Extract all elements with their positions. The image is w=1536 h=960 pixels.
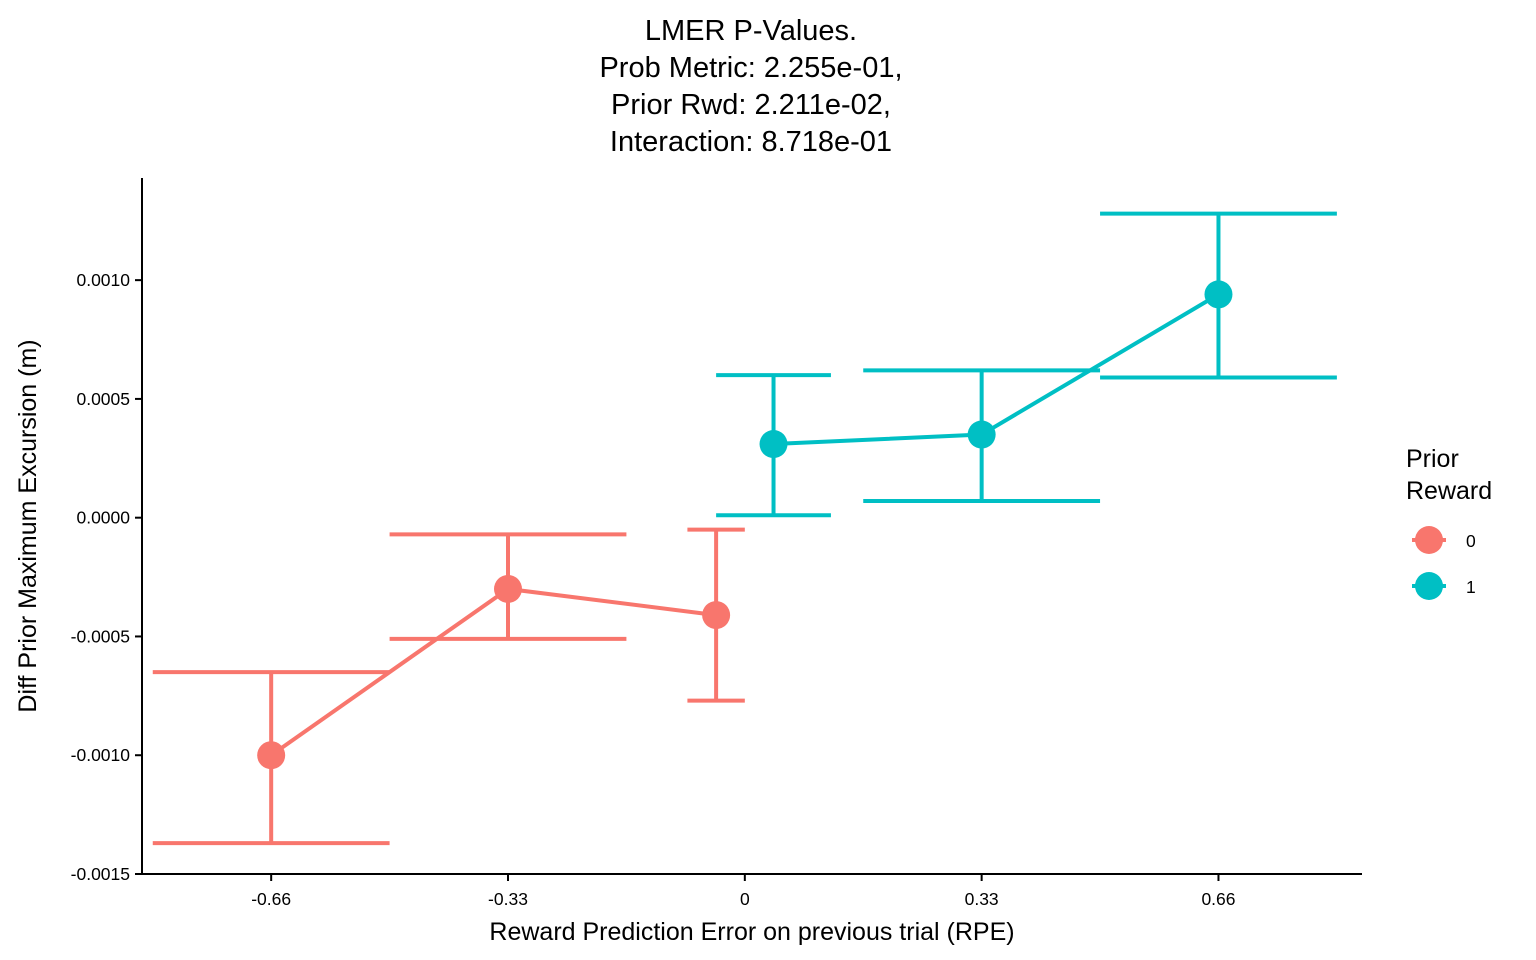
- data-point: [257, 741, 286, 770]
- y-tick-label: 0.0005: [76, 389, 130, 409]
- data-point: [494, 574, 522, 603]
- data-point: [1204, 280, 1233, 309]
- y-tick-label: -0.0015: [71, 864, 130, 884]
- chart-title: LMER P-Values. Prob Metric: 2.255e-01, Pri…: [599, 15, 902, 158]
- x-tick-label: -0.33: [488, 889, 528, 909]
- x-axis-title: Reward Prediction Error on previous tria…: [489, 918, 1014, 946]
- chart-title-line: Prior Rwd: 2.211e-02,: [611, 89, 891, 121]
- plot-area: [152, 211, 1337, 846]
- series-1: [716, 211, 1337, 518]
- y-axis-title: Diff Prior Maximum Excursion (m): [14, 339, 42, 712]
- y-axis-ticks: -0.0015 -0.0010 -0.0005 0.0000 0.0005 0.0010: [71, 270, 142, 884]
- legend-label: 1: [1466, 577, 1476, 597]
- x-tick-label: 0: [740, 889, 750, 909]
- chart-title-line: LMER P-Values.: [645, 15, 857, 47]
- data-point: [759, 430, 788, 459]
- y-tick-label: 0.0010: [76, 270, 130, 290]
- data-point: [967, 420, 996, 449]
- x-tick-label: 0.33: [965, 889, 999, 909]
- legend-key-point: [1415, 572, 1443, 600]
- x-tick-label: 0.66: [1201, 889, 1235, 909]
- legend-title: Reward: [1406, 477, 1492, 505]
- y-tick-label: 0.0000: [76, 508, 130, 528]
- series-0: [152, 527, 745, 846]
- x-axis-ticks: -0.66 -0.33 0 0.33 0.66: [251, 874, 1236, 909]
- legend-item: 0: [1412, 526, 1476, 554]
- chart-title-line: Interaction: 8.718e-01: [610, 126, 892, 158]
- legend-title: Prior: [1406, 445, 1459, 473]
- legend-key-point: [1415, 526, 1443, 554]
- y-tick-label: -0.0010: [71, 745, 131, 765]
- y-tick-label: -0.0005: [71, 626, 130, 646]
- data-point: [702, 601, 731, 630]
- x-tick-label: -0.66: [251, 889, 291, 909]
- legend: Prior Reward 0 1: [1406, 445, 1492, 600]
- legend-item: 1: [1412, 572, 1476, 600]
- axes: -0.0015-0.0010-0.00050.00000.00050.0010 …: [71, 178, 1362, 909]
- chart-title-line: Prob Metric: 2.255e-01,: [599, 52, 902, 84]
- legend-label: 0: [1466, 531, 1476, 551]
